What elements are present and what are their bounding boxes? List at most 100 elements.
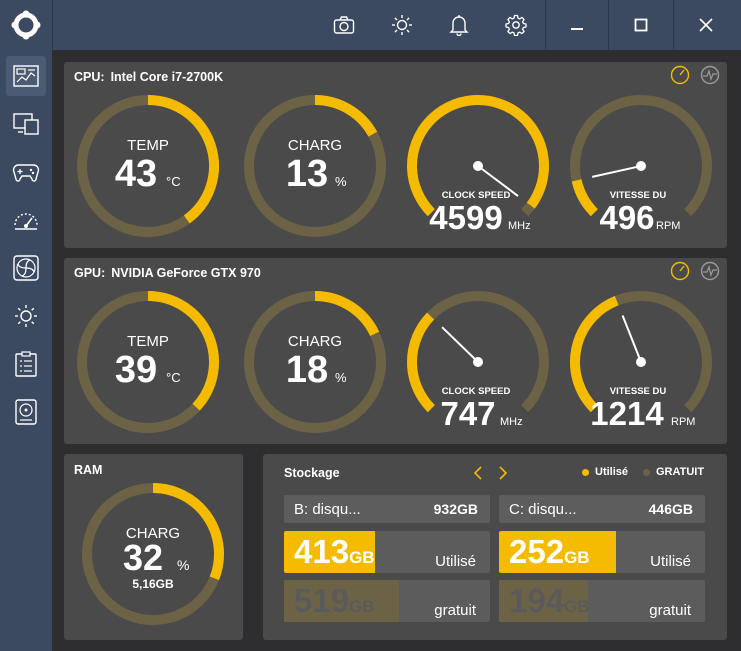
cpu-label: CPU:	[74, 70, 105, 84]
gear-icon	[505, 14, 527, 36]
cpu-load-label: CHARG	[288, 137, 342, 154]
drive-c-free-unit: GB	[564, 597, 590, 616]
drive-c-free-value: 194	[509, 582, 565, 619]
drive-b-used-value: 413	[294, 533, 350, 570]
gpu-fan-needle	[621, 315, 642, 363]
drive-c-used-amount: 252GB	[509, 534, 590, 573]
cpu-temp-label: TEMP	[127, 137, 169, 154]
gpu-panel: GPU: NVIDIA GeForce GTX 970 TEMP 39 °C CH…	[64, 258, 727, 444]
gpu-load-unit: %	[335, 370, 347, 385]
gpu-clock-gauge: CLOCK SPEED 747 MHz	[407, 291, 549, 432]
cpu-fan-unit: RPM	[656, 220, 680, 232]
ram-load-arc	[152, 483, 224, 581]
gpu-load-label: CHARG	[288, 333, 342, 350]
cpu-clock-arc	[407, 95, 549, 217]
ram-load-gauge: CHARG 32 % 5,16GB	[82, 483, 224, 625]
cpu-clock-needle	[477, 165, 519, 197]
ram-load-label: CHARG	[126, 525, 180, 542]
ram-load-unit: %	[177, 557, 189, 573]
gpu-temp-label: TEMP	[127, 333, 169, 350]
gauge-view-icon[interactable]	[670, 261, 690, 281]
drive-b-free-amount: 519GB	[294, 583, 375, 622]
monitor-icon	[13, 113, 39, 135]
gpu-clock-value: 747	[440, 395, 495, 432]
clipboard-icon	[15, 351, 37, 377]
drive-b-used-label: Utilisé	[435, 553, 476, 570]
fan-icon	[13, 255, 39, 281]
cpu-clock-unit: MHz	[508, 220, 531, 232]
legend-used-label: Utilisé	[595, 466, 629, 478]
storage-panel: Stockage Utilisé GRATUIT B: disqu... 932…	[263, 454, 727, 640]
drive-b-used-bar: 413GB Utilisé	[284, 531, 490, 573]
legend-free: GRATUIT	[643, 466, 704, 478]
drive-b-used-fill	[284, 531, 375, 573]
gpu-clock-arc	[407, 312, 435, 413]
gauge-view-icon[interactable]	[670, 65, 690, 85]
speedometer-icon	[14, 213, 38, 230]
cpu-temp-value: 43	[115, 153, 157, 195]
drive-b-free-label: gratuit	[434, 602, 476, 619]
sidebar-item-overclock[interactable]	[6, 200, 46, 240]
camera-button[interactable]	[330, 11, 358, 39]
sidebar-item-monitor[interactable]	[6, 104, 46, 144]
drive-c-free-fill	[499, 580, 588, 622]
drive-b-header[interactable]: B: disqu... 932GB	[284, 495, 490, 523]
gpu-fan-gauge: VITESSE DU 1214 RPM	[570, 291, 712, 432]
graph-view-icon[interactable]	[700, 65, 720, 85]
sidebar-item-gaming[interactable]	[6, 152, 46, 192]
cpu-load-arc	[314, 95, 378, 137]
sidebar-item-dashboard[interactable]	[6, 56, 46, 96]
cpu-clock-label: CLOCK SPEED	[442, 190, 511, 201]
ram-title: RAM	[74, 463, 103, 477]
drive-c-used-unit: GB	[564, 548, 590, 567]
gpu-load-gauge: CHARG 18 %	[244, 291, 386, 433]
gpu-temp-arc	[147, 291, 219, 411]
gpu-fan-value: 1214	[590, 395, 664, 432]
drive-c-header[interactable]: C: disqu... 446GB	[499, 495, 705, 523]
app-logo	[0, 0, 52, 50]
gpu-clock-label: CLOCK SPEED	[442, 386, 511, 397]
sidebar-item-storage[interactable]	[6, 392, 46, 432]
chevron-right-icon[interactable]	[497, 466, 509, 480]
maximize-button[interactable]	[627, 11, 655, 39]
sidebar-item-tasks[interactable]	[6, 344, 46, 384]
gpu-clock-hub	[473, 357, 483, 367]
ram-panel: RAM CHARG 32 % 5,16GB	[64, 454, 243, 640]
minimize-icon	[571, 28, 583, 30]
drive-c-name: C: disqu...	[509, 500, 577, 518]
graph-view-icon[interactable]	[700, 261, 720, 281]
minimize-button[interactable]	[563, 11, 591, 39]
gpu-temp-gauge: TEMP 39 °C	[77, 291, 219, 433]
ram-load-value: 32	[123, 537, 163, 578]
drive-b-name: B: disqu...	[294, 500, 361, 518]
cpu-clock-gauge: CLOCK SPEED 4599 MHz	[407, 95, 549, 236]
settings-button[interactable]	[502, 11, 530, 39]
cpu-temp-unit: °C	[166, 174, 181, 189]
drive-c-used-fill	[499, 531, 617, 573]
sidebar	[0, 50, 52, 651]
cpu-fan-gauge: VITESSE DU 496 RPM	[570, 95, 712, 236]
gpu-title: GPU: NVIDIA GeForce GTX 970	[74, 266, 261, 280]
drive-b-free-fill	[284, 580, 400, 622]
cpu-load-unit: %	[335, 174, 347, 189]
sidebar-item-lighting[interactable]	[6, 296, 46, 336]
gamepad-icon	[12, 164, 40, 182]
chevron-left-icon[interactable]	[472, 466, 484, 480]
notifications-button[interactable]	[445, 11, 473, 39]
sidebar-item-cooling[interactable]	[6, 248, 46, 288]
drive-c-used-label: Utilisé	[650, 553, 691, 570]
dashboard-icon	[13, 65, 39, 87]
drive-b-used-amount: 413GB	[294, 534, 375, 573]
gpu-name: NVIDIA GeForce GTX 970	[111, 266, 261, 280]
cpu-title: CPU: Intel Core i7-2700K	[74, 70, 223, 84]
legend-used: Utilisé	[582, 466, 628, 478]
close-icon	[699, 18, 713, 32]
hard-drive-icon	[15, 399, 37, 425]
drive-c-size: 446GB	[648, 501, 693, 517]
brightness-button[interactable]	[388, 11, 416, 39]
brightness-icon	[392, 15, 412, 35]
logo-icon	[11, 10, 41, 40]
drive-c-free-bar: 194GB gratuit	[499, 580, 705, 622]
cpu-temp-arc	[147, 95, 219, 224]
close-button[interactable]	[692, 11, 720, 39]
